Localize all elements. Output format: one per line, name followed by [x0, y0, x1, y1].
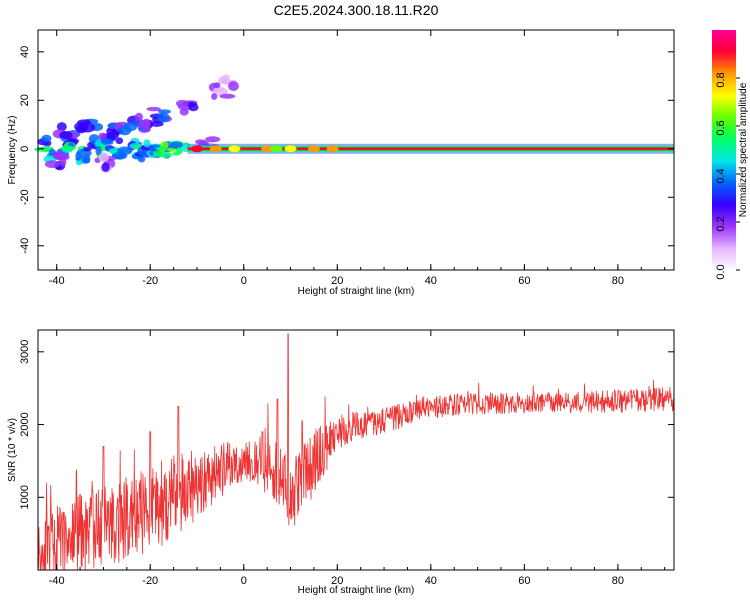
spectrogram-x-tick-label: 20	[331, 275, 343, 287]
band-hotspot	[270, 145, 283, 153]
spectrogram-blob	[195, 139, 207, 145]
spectrogram-blob	[101, 162, 110, 172]
spectrogram-blob	[169, 141, 184, 149]
colorbar-ticks: 0.0 0.2 0.4 0.6 0.8	[715, 72, 740, 280]
spectrogram-x-tick-label: 40	[425, 275, 437, 287]
spectrogram-panel: -40 -20 0 20 40 60 80 -40 -20 0 20 40 Height of st…	[7, 29, 675, 297]
snr-background	[38, 330, 674, 570]
spectrogram-y-tick-label: 0	[19, 146, 31, 152]
spectrogram-blob	[158, 151, 173, 158]
spectrogram-blob	[60, 145, 75, 151]
spectrogram-blob	[142, 118, 151, 129]
band-core	[187, 147, 674, 151]
spectrogram-blob	[34, 147, 50, 152]
snr-y-tick-label: 1000	[19, 485, 31, 509]
band-hotspot	[261, 145, 274, 153]
spectrogram-blob	[155, 146, 167, 151]
snr-x-ticks: -40 -20 0 20 40 60 80	[49, 330, 666, 587]
snr-y-label: SNR (10 * v/v)	[7, 418, 18, 482]
colorbar-tick-label: 0.4	[715, 168, 727, 183]
spectrogram-y-tick-label: -20	[19, 189, 31, 205]
snr-y-ticks: 1000 2000 3000	[19, 340, 674, 510]
spectrogram-blob	[213, 82, 221, 89]
band-hotspot	[228, 145, 241, 153]
spectrogram-blob	[75, 158, 83, 166]
colorbar: 0.0 0.2 0.4 0.6 0.8 Normalized spectral ampl…	[712, 30, 749, 280]
colorbar-tick-label: 0.0	[715, 264, 727, 279]
spectrogram-blob	[56, 122, 67, 132]
spectrogram-x-tick-label: 60	[518, 275, 530, 287]
spectrogram-blob	[143, 139, 151, 148]
snr-x-tick-label: 60	[518, 575, 530, 587]
spectrogram-x-tick-label: -40	[49, 275, 65, 287]
snr-y-tick-label: 3000	[19, 340, 31, 364]
spectrogram-x-tick-label: 0	[241, 275, 247, 287]
spectrogram-y-ticks: -40 -20 0 20 40	[19, 46, 674, 254]
colorbar-tick-label: 0.2	[715, 216, 727, 231]
band-hotspot	[209, 145, 222, 153]
spectrogram-blob	[115, 137, 124, 145]
spectrogram-x-tick-label: -20	[142, 275, 158, 287]
spectrogram-blob	[175, 99, 189, 108]
spectrogram-blob	[83, 154, 91, 164]
band-hotspot	[284, 145, 297, 153]
snr-frame	[37, 329, 675, 571]
spectrogram-y-tick-label: 20	[19, 94, 31, 106]
spectrogram-blob	[157, 112, 170, 123]
spectrogram-blob	[212, 87, 228, 96]
spectrogram-blob	[222, 74, 230, 82]
colorbar-tick-label: 0.8	[715, 72, 727, 87]
spectrogram-blob	[55, 153, 70, 161]
snr-panel: -40 -20 0 20 40 60 80 1000 2000 3000 Height of s…	[7, 329, 675, 596]
snr-x-tick-label: 20	[331, 575, 343, 587]
snr-x-tick-label: -40	[49, 575, 65, 587]
spectrogram-blob	[172, 151, 181, 156]
spectrogram-blob	[98, 152, 109, 163]
snr-x-tick-label: 80	[612, 575, 624, 587]
spectrogram-x-label: Height of straight line (km)	[298, 286, 415, 297]
spectrogram-blob	[188, 103, 199, 112]
colorbar-gradient	[712, 30, 736, 270]
spectrogram-x-ticks: -40 -20 0 20 40 60 80	[49, 30, 666, 287]
spectrogram-blob	[123, 122, 138, 132]
spectrogram-blob	[211, 93, 218, 100]
spectrogram-x-tick-label: 80	[612, 275, 624, 287]
snr-x-tick-label: -20	[142, 575, 158, 587]
spectrogram-blob	[228, 81, 239, 92]
snr-x-tick-label: 40	[425, 575, 437, 587]
band-hotspot	[326, 145, 339, 153]
spectrogram-blob	[101, 140, 112, 145]
spectrogram-blob	[179, 107, 189, 116]
spectrogram-blob	[44, 160, 60, 169]
spectrogram-blob	[158, 109, 171, 114]
snr-x-tick-label: 0	[241, 575, 247, 587]
spectrogram-y-label: Frequency (Hz)	[7, 116, 18, 185]
spectrogram-blob	[219, 93, 236, 99]
colorbar-tick-label: 0.6	[715, 120, 727, 135]
spectrogram-blob	[98, 132, 108, 140]
colorbar-label: Normalized spectral amplitude	[738, 82, 749, 217]
spectrogram-blob	[59, 131, 73, 140]
spectrogram-blob	[82, 147, 92, 152]
figure-title: C2E5.2024.300.18.11.R20	[274, 2, 439, 18]
spectrogram-band	[187, 143, 674, 154]
snr-series-line	[37, 333, 675, 570]
spectrogram-blob	[67, 142, 75, 148]
spectrogram-blob	[146, 106, 161, 112]
spectrogram-y-tick-label: -40	[19, 238, 31, 254]
spectrogram-frame	[37, 29, 675, 271]
spectrogram-blob	[41, 134, 52, 143]
spectrogram-blob	[117, 146, 133, 155]
snr-x-label: Height of straight line (km)	[298, 585, 415, 596]
spectrogram-blob	[95, 145, 102, 156]
snr-y-tick-label: 2000	[19, 412, 31, 436]
band-hotspot	[307, 145, 320, 153]
spectrogram-blob	[205, 136, 221, 143]
spectrogram-blob	[134, 112, 143, 122]
spectrogram-blob	[74, 121, 89, 132]
band-hotspot	[191, 145, 203, 153]
spectrogram-y-tick-label: 40	[19, 46, 31, 58]
